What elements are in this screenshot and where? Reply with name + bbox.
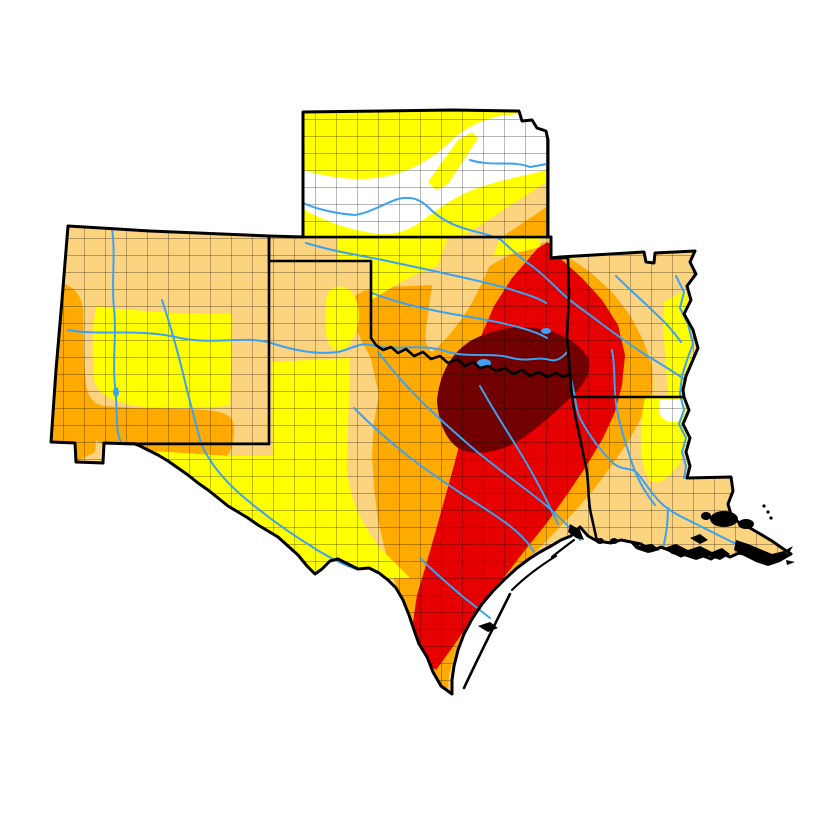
state-border-texas-arkansas: [568, 372, 574, 399]
state-border-red-river: [369, 336, 572, 379]
chandeleur-island-2: [766, 510, 770, 514]
north-canadian-river: [371, 292, 548, 339]
arkansas-river: [302, 196, 685, 380]
white-river-arkansas: [615, 275, 682, 343]
galveston-island-barrier: [550, 538, 576, 559]
chandeleur-island-1: [762, 504, 766, 508]
barrier-islands-layer: [462, 538, 576, 690]
ouachita-river: [611, 349, 656, 506]
state-border-texas-louisiana: [570, 395, 599, 543]
kansas-river: [469, 159, 548, 168]
atchafalaya-river: [662, 507, 669, 550]
canadian-river: [67, 329, 569, 362]
mississippi-river-arkansas: [675, 275, 694, 479]
barataria-bay: [690, 534, 708, 544]
delta-finger-2: [786, 560, 795, 565]
cimarron-river: [305, 242, 547, 304]
colorado-river-texas: [353, 407, 535, 553]
red-river-lower-mississippi: [569, 376, 767, 558]
brazos-river: [377, 351, 581, 541]
padre-island-barrier: [462, 592, 512, 690]
lake-maurepas: [701, 512, 711, 520]
lake-eufaula: [541, 328, 551, 334]
matagorda-island-barrier: [510, 554, 558, 592]
lake-nm-reservoir: [113, 387, 119, 397]
rivers-layer: [67, 159, 767, 619]
lakes-layer: [113, 328, 551, 397]
trinity-river: [479, 385, 559, 525]
nueces-river: [419, 557, 491, 619]
pecos-river: [161, 299, 357, 570]
chandeleur-island-3: [769, 516, 773, 520]
